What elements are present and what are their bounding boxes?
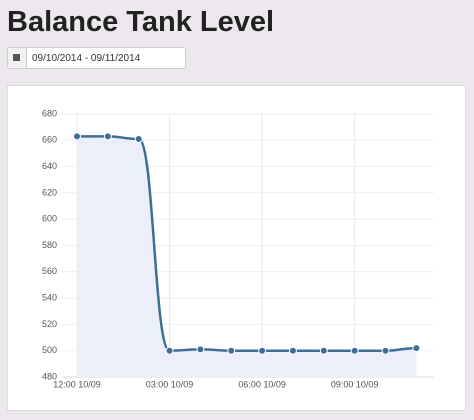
- y-tick-label: 640: [42, 161, 57, 171]
- point: [103, 132, 112, 141]
- x-tick-label: 12:00 10/09: [53, 379, 101, 389]
- y-tick-label: 660: [42, 135, 57, 145]
- y-tick-label: 560: [42, 266, 57, 276]
- y-tick-label: 500: [42, 345, 57, 355]
- point: [165, 346, 174, 355]
- point: [319, 346, 328, 355]
- y-tick-label: 480: [42, 371, 57, 381]
- point: [350, 346, 359, 355]
- date-range: 09/10/2014 - 09/11/2014: [32, 53, 141, 64]
- area: [77, 136, 417, 377]
- point: [73, 132, 81, 141]
- point: [196, 345, 205, 354]
- point: [288, 346, 297, 355]
- date-range-picker[interactable]: 09/10/2014 - 09/11/2014: [7, 47, 186, 69]
- point: [134, 134, 143, 143]
- y-tick-label: 600: [42, 214, 57, 224]
- x-tick-label: 06:00 10/09: [238, 379, 286, 389]
- point: [412, 344, 421, 353]
- point: [381, 346, 390, 355]
- y-tick-label: 580: [42, 240, 57, 250]
- x-tick-label: 03:00 10/09: [146, 379, 194, 389]
- y-tick-label: 620: [42, 187, 57, 197]
- calendar-icon: [8, 48, 27, 68]
- point: [227, 346, 236, 355]
- point: [258, 346, 267, 355]
- x-tick-label: 09:00 10/09: [331, 379, 379, 389]
- page-title: Balance Tank Level: [7, 6, 275, 38]
- y-tick-label: 680: [42, 108, 57, 118]
- y-tick-label: 540: [42, 292, 57, 302]
- y-tick-label: 520: [42, 319, 57, 329]
